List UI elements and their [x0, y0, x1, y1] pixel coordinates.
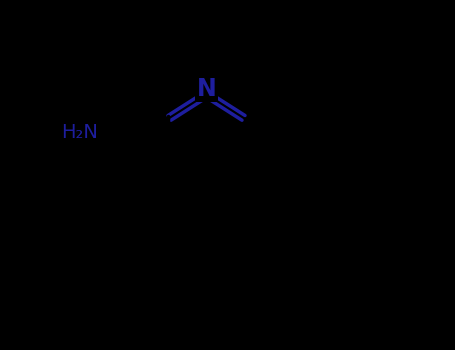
Text: H₂N: H₂N	[61, 124, 98, 142]
Text: N: N	[197, 77, 217, 101]
